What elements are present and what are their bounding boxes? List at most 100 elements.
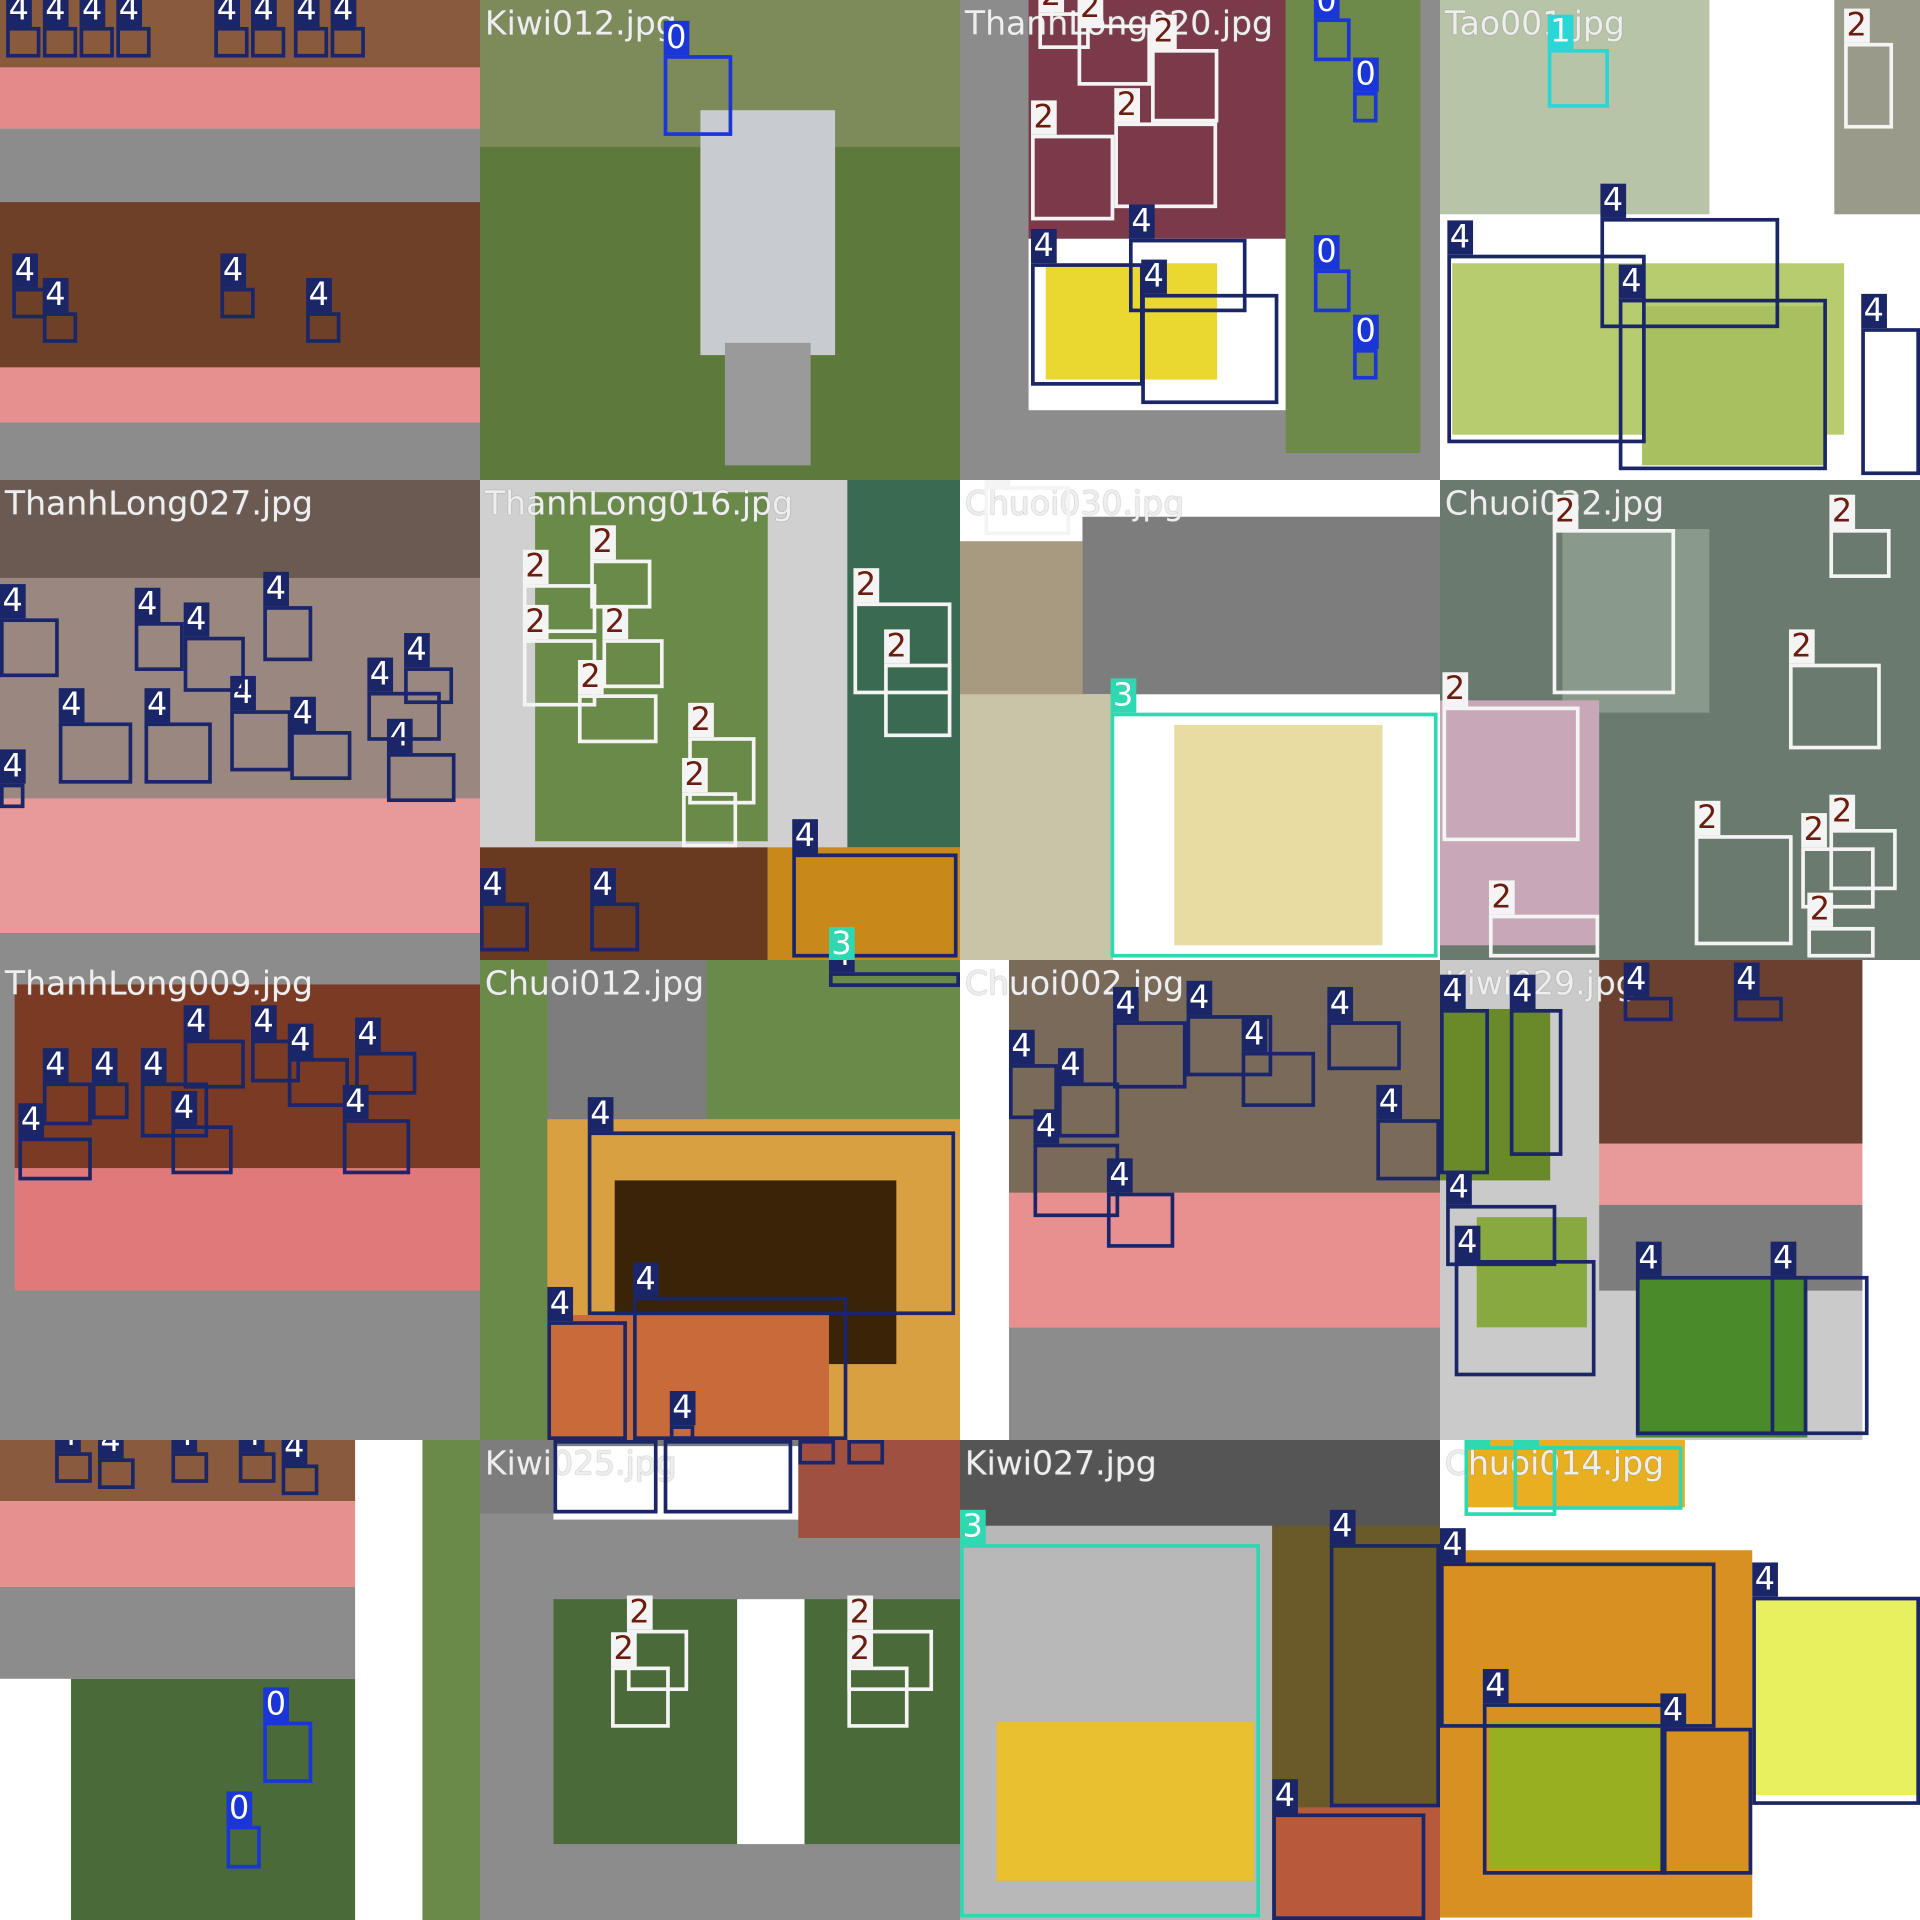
bounding-box bbox=[1464, 1446, 1557, 1516]
class-label: 3 bbox=[1110, 678, 1136, 713]
bounding-box bbox=[1788, 663, 1881, 750]
class-label: 4 bbox=[42, 277, 69, 313]
class-label: 4 bbox=[1329, 1509, 1355, 1545]
class-label: 4 bbox=[1376, 1084, 1402, 1120]
bounding-box bbox=[577, 694, 658, 744]
bounding-box bbox=[79, 26, 114, 58]
image-region bbox=[1635, 1278, 1808, 1438]
image-region bbox=[553, 1599, 738, 1845]
bounding-box bbox=[330, 26, 365, 58]
class-label: 2 bbox=[682, 757, 708, 793]
class-label: 4 bbox=[183, 1005, 209, 1040]
mosaic-tile: Tao001.jpg 1 4 4 4 4 2 bbox=[1440, 0, 1920, 481]
bounding-box bbox=[590, 559, 652, 609]
class-label: 4 bbox=[55, 1440, 81, 1453]
bounding-box bbox=[798, 1440, 836, 1465]
bounding-box bbox=[1618, 298, 1827, 471]
class-label: 2 bbox=[1488, 880, 1515, 915]
bounding-box bbox=[1446, 1204, 1557, 1267]
bounding-box bbox=[293, 26, 329, 58]
bounding-box bbox=[183, 1039, 245, 1089]
class-label: 4 bbox=[1770, 1241, 1796, 1276]
class-label: 0 bbox=[1353, 314, 1379, 349]
class-label: 2 bbox=[590, 525, 616, 560]
class-label: 4 bbox=[1752, 1562, 1778, 1597]
bounding-box bbox=[183, 636, 245, 692]
bounding-box bbox=[1327, 1021, 1401, 1071]
bounding-box bbox=[1694, 835, 1793, 946]
class-label: 4 bbox=[1241, 1017, 1267, 1052]
image-region bbox=[0, 1290, 481, 1441]
class-label: 3 bbox=[960, 1509, 986, 1545]
file-name: Chuoi002.jpg bbox=[964, 964, 1185, 1003]
bounding-box bbox=[847, 1440, 885, 1465]
bounding-box bbox=[1031, 263, 1144, 386]
class-label: 2 bbox=[984, 480, 1010, 487]
class-label: 2 bbox=[1844, 8, 1870, 43]
bounding-box bbox=[1600, 217, 1780, 329]
bounding-box bbox=[590, 902, 640, 952]
mosaic-tile: Kiwi027.jpg 3 4 4 bbox=[960, 1440, 1441, 1920]
class-label: 4 bbox=[183, 602, 209, 637]
class-label: 2 bbox=[1552, 494, 1578, 529]
image-region bbox=[1599, 1143, 1863, 1205]
bounding-box bbox=[1623, 996, 1673, 1022]
bounding-box bbox=[1635, 1275, 1808, 1436]
class-label: 2 bbox=[1038, 0, 1064, 12]
class-label: 2 bbox=[1788, 629, 1815, 664]
bounding-box bbox=[1733, 996, 1783, 1022]
bounding-box bbox=[1442, 706, 1580, 842]
bounding-box bbox=[1151, 48, 1219, 123]
image-region bbox=[804, 1599, 961, 1845]
class-label: 4 bbox=[1446, 1170, 1472, 1205]
class-label: 2 bbox=[847, 1632, 873, 1667]
class-label: 4 bbox=[116, 0, 142, 27]
class-label: 4 bbox=[281, 1440, 307, 1465]
class-label: 4 bbox=[1033, 1109, 1059, 1144]
file-name: Chuoi030.jpg bbox=[964, 484, 1185, 523]
image-region bbox=[700, 110, 836, 356]
file-name: Tao001.jpg bbox=[1444, 4, 1625, 43]
class-label: 2 bbox=[522, 549, 549, 585]
class-label: 4 bbox=[18, 1103, 44, 1138]
bounding-box bbox=[884, 663, 952, 738]
class-label: 2 bbox=[602, 604, 628, 640]
bounding-box bbox=[587, 1131, 956, 1316]
class-label: 4 bbox=[220, 253, 246, 288]
class-label: 4 bbox=[171, 1091, 197, 1126]
image-region bbox=[1862, 960, 1920, 1441]
class-label: 4 bbox=[590, 868, 616, 903]
class-label: 4 bbox=[97, 1440, 124, 1459]
bounding-box bbox=[6, 26, 41, 58]
bounding-box bbox=[1110, 712, 1438, 958]
class-label: 3 bbox=[828, 926, 855, 961]
bounding-box bbox=[1113, 1021, 1187, 1089]
class-label: 4 bbox=[58, 688, 84, 723]
bounding-box bbox=[1376, 1119, 1441, 1181]
class-label: 4 bbox=[330, 0, 356, 27]
image-region bbox=[798, 1440, 961, 1538]
bounding-box bbox=[1114, 122, 1218, 209]
class-label: 4 bbox=[1057, 1048, 1084, 1083]
bounding-box bbox=[342, 1119, 411, 1175]
bounding-box bbox=[682, 792, 738, 848]
class-label: 2 bbox=[1694, 800, 1720, 836]
image-region bbox=[724, 342, 811, 466]
class-label: 2 bbox=[1801, 813, 1827, 848]
class-label: 4 bbox=[1327, 986, 1353, 1021]
file-name: ThanhLong027.jpg bbox=[4, 484, 313, 523]
class-label: 0 bbox=[1313, 0, 1340, 18]
class-label: 4 bbox=[1106, 1158, 1133, 1193]
class-label: 2 bbox=[1829, 794, 1855, 829]
class-label: 4 bbox=[1623, 962, 1649, 997]
file-name: Chuoi012.jpg bbox=[484, 964, 705, 1003]
bounding-box bbox=[1801, 847, 1875, 909]
bounding-box bbox=[1008, 1064, 1058, 1120]
image-region bbox=[1752, 1599, 1920, 1796]
bounding-box bbox=[367, 691, 441, 741]
bounding-box bbox=[553, 1440, 658, 1514]
class-label: 4 bbox=[669, 1391, 695, 1426]
class-label: 4 bbox=[214, 0, 240, 27]
